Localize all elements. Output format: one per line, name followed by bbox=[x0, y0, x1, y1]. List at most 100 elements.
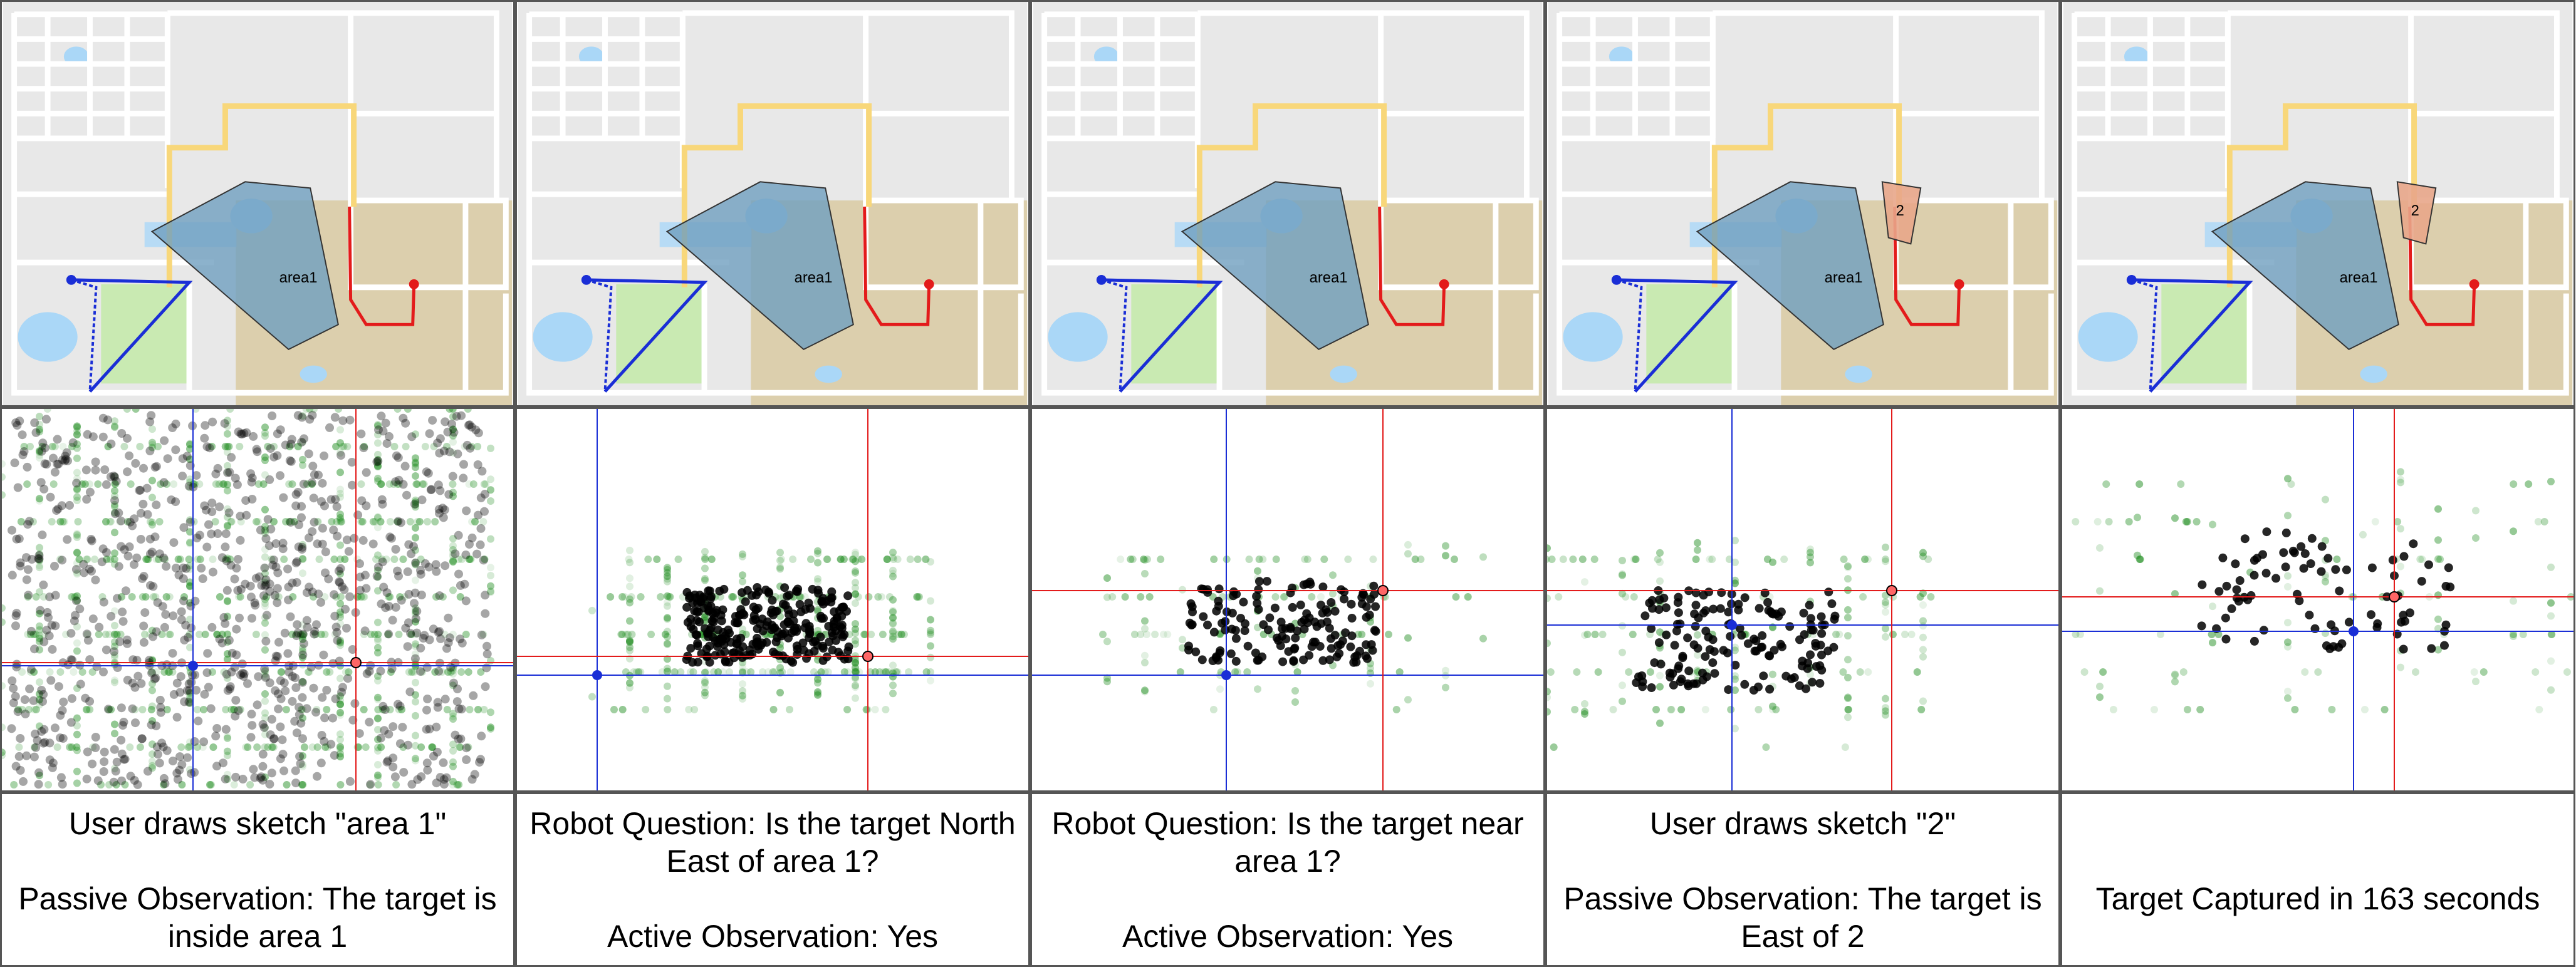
particle-green bbox=[336, 510, 344, 519]
particle-black bbox=[818, 656, 828, 665]
particle-black bbox=[2406, 608, 2414, 618]
particle-green bbox=[1919, 617, 1927, 625]
particle-green bbox=[1598, 631, 1607, 638]
particle-green bbox=[336, 593, 345, 601]
particle-black bbox=[2300, 549, 2310, 558]
particle-green bbox=[1479, 634, 1487, 643]
particle-black bbox=[29, 696, 38, 705]
particle-green bbox=[927, 676, 934, 685]
particle-green bbox=[1452, 593, 1460, 601]
particle-black bbox=[123, 551, 133, 561]
particle-green bbox=[73, 485, 81, 493]
particle-black bbox=[236, 670, 245, 680]
particle-black bbox=[133, 671, 143, 681]
particle-green bbox=[1103, 593, 1111, 601]
particle-green bbox=[852, 658, 859, 666]
particle-black bbox=[103, 415, 112, 425]
particle-black bbox=[66, 718, 76, 727]
particle-green bbox=[852, 668, 860, 676]
particle-black bbox=[2231, 559, 2240, 569]
particle-black bbox=[297, 502, 306, 511]
particle-black bbox=[2271, 574, 2281, 583]
water-blob bbox=[300, 365, 327, 383]
wall bbox=[350, 10, 499, 201]
particle-black bbox=[453, 449, 462, 458]
particle-green bbox=[395, 706, 403, 713]
particle-green bbox=[73, 685, 81, 692]
particle-black bbox=[12, 659, 21, 669]
particle-green bbox=[136, 443, 144, 450]
particle-black bbox=[135, 486, 144, 495]
sketch-area1 bbox=[2211, 181, 2399, 351]
particle-green bbox=[224, 775, 231, 783]
particle-black bbox=[474, 428, 483, 438]
particle-green bbox=[224, 613, 231, 621]
particle-black bbox=[202, 542, 212, 552]
particle-green bbox=[714, 668, 722, 676]
particle-green bbox=[862, 706, 870, 713]
particle-black bbox=[362, 584, 371, 593]
particle-black bbox=[713, 625, 722, 634]
particle-black bbox=[246, 469, 256, 478]
particle-green bbox=[81, 480, 89, 488]
particle-black bbox=[477, 630, 486, 639]
target-path bbox=[863, 206, 931, 326]
belief-plot-svg bbox=[2, 409, 513, 790]
particle-green bbox=[852, 569, 859, 577]
particle-green bbox=[374, 747, 382, 755]
particle-green bbox=[858, 556, 866, 563]
particle-green bbox=[164, 668, 172, 676]
particle-green bbox=[2328, 706, 2336, 713]
particle-black bbox=[1333, 641, 1343, 650]
particle-black bbox=[1674, 661, 1684, 671]
particle-green bbox=[169, 668, 177, 676]
particle-green bbox=[889, 549, 897, 557]
particle-green bbox=[1141, 617, 1149, 625]
particle-green bbox=[814, 577, 821, 586]
particle-black bbox=[818, 641, 827, 651]
particle-green bbox=[186, 699, 194, 707]
particle-green bbox=[664, 592, 671, 600]
particle-black bbox=[50, 562, 59, 571]
particle-black bbox=[345, 777, 355, 786]
particle-black bbox=[110, 472, 120, 482]
particle-green bbox=[213, 631, 221, 638]
particle-black bbox=[454, 704, 464, 713]
particle-black bbox=[252, 445, 261, 454]
particle-green bbox=[374, 573, 382, 581]
particle-black bbox=[120, 545, 129, 554]
particle-green bbox=[449, 413, 457, 421]
particle-black bbox=[45, 755, 55, 765]
particle-black bbox=[465, 420, 474, 430]
particle-green bbox=[1411, 556, 1419, 563]
particle-black bbox=[85, 564, 94, 574]
particle-green bbox=[664, 639, 671, 648]
particle-black bbox=[462, 755, 471, 764]
particle-green bbox=[299, 461, 306, 469]
particle-black bbox=[828, 645, 837, 654]
particle-green bbox=[36, 588, 43, 596]
particle-black bbox=[37, 727, 46, 736]
particle-black bbox=[404, 540, 414, 549]
particle-black bbox=[357, 496, 367, 505]
particle-green bbox=[149, 494, 156, 502]
particle-black bbox=[269, 452, 279, 462]
particle-green bbox=[622, 668, 630, 676]
particle-black bbox=[23, 565, 33, 574]
caption-line-2: Active Observation: Yes bbox=[607, 918, 939, 954]
particle-black bbox=[2335, 586, 2344, 596]
particle-green bbox=[449, 432, 457, 440]
particle-green bbox=[1281, 593, 1289, 601]
particle-green bbox=[73, 431, 81, 439]
particle-black bbox=[1187, 621, 1196, 629]
sketch-area1-label: area1 bbox=[795, 269, 833, 286]
particle-green bbox=[261, 522, 269, 530]
particle-green bbox=[843, 706, 852, 713]
particle-black bbox=[394, 475, 404, 485]
particle-black bbox=[145, 417, 155, 427]
particle-black bbox=[11, 611, 21, 621]
particle-green bbox=[1358, 631, 1366, 638]
particle-green bbox=[1692, 556, 1700, 563]
particle-green bbox=[897, 631, 905, 638]
particle-green bbox=[29, 631, 38, 638]
